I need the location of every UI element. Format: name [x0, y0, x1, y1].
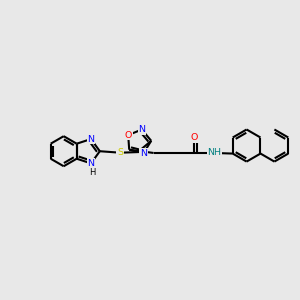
Text: N: N [140, 149, 147, 158]
Text: N: N [138, 125, 145, 134]
Text: O: O [190, 133, 198, 142]
Text: O: O [124, 130, 132, 140]
Text: S: S [117, 148, 123, 157]
Text: NH: NH [207, 148, 221, 158]
Text: H: H [89, 168, 96, 177]
Text: N: N [88, 135, 94, 144]
Text: N: N [88, 159, 94, 168]
